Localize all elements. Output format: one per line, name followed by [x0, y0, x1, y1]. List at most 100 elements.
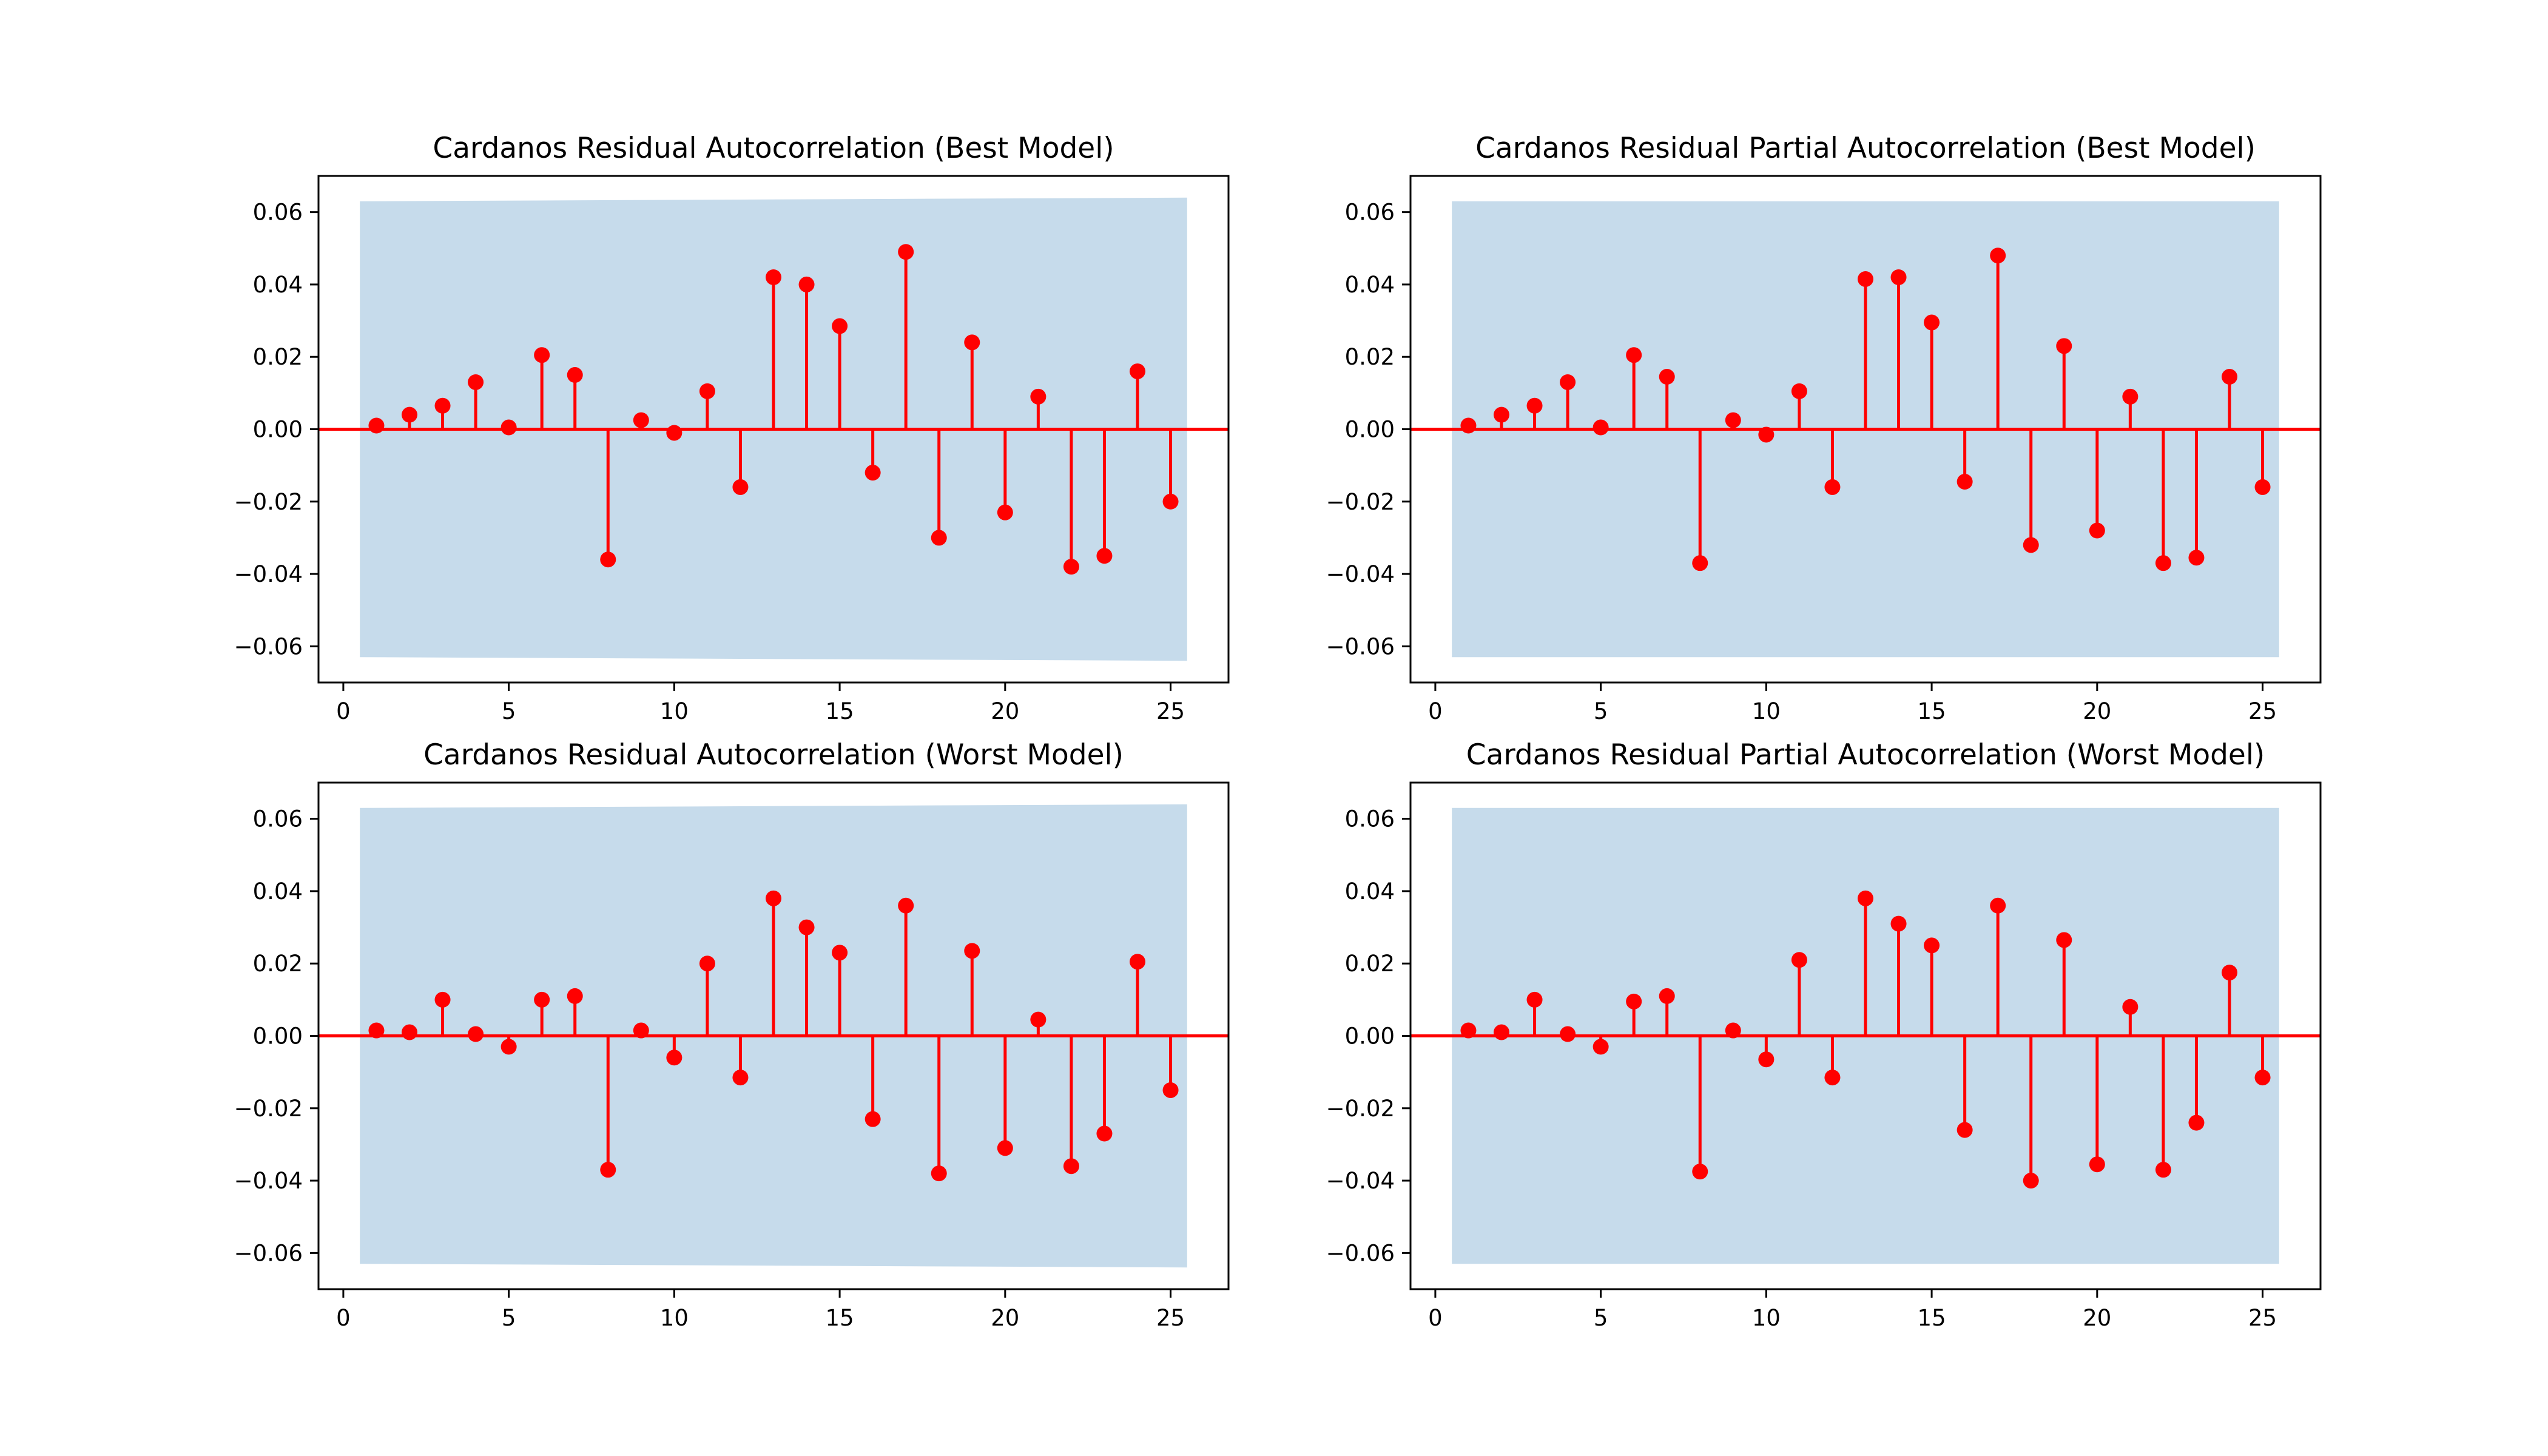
- x-tick-label: 15: [1918, 1305, 1946, 1331]
- marker-lag-5: [500, 1039, 517, 1055]
- y-tick-label: 0.06: [253, 806, 303, 832]
- marker-lag-17: [898, 244, 914, 260]
- chart-panel-4: 0 5 10 15 20 25 0.06 0.04 0.02 0.00 −0.02 −0.04 −0.0…: [1326, 738, 2322, 1331]
- marker-lag-12: [732, 479, 749, 495]
- y-tick-label: −0.02: [234, 1096, 303, 1122]
- y-tick-label: 0.02: [1345, 344, 1395, 370]
- chart-title: Cardanos Residual Autocorrelation (Worst…: [423, 738, 1124, 772]
- chart-title: Cardanos Residual Autocorrelation (Best …: [433, 132, 1114, 165]
- x-tick-label: 20: [2083, 698, 2111, 724]
- x-tick-label: 10: [1752, 698, 1781, 724]
- marker-lag-4: [468, 374, 484, 390]
- x-tick-label: 25: [1156, 698, 1185, 724]
- y-tick-label: 0.06: [1345, 806, 1395, 832]
- marker-lag-6: [1626, 993, 1642, 1009]
- marker-lag-23: [1096, 1125, 1113, 1142]
- marker-lag-20: [2089, 1156, 2105, 1173]
- chart-title: Cardanos Residual Partial Autocorrelatio…: [1475, 132, 2256, 165]
- marker-lag-2: [1494, 1024, 1509, 1040]
- marker-lag-19: [964, 943, 980, 959]
- y-tick-label: 0.04: [1345, 878, 1395, 905]
- marker-lag-6: [1626, 347, 1642, 363]
- marker-lag-1: [1460, 417, 1477, 434]
- marker-lag-13: [766, 269, 781, 285]
- marker-lag-14: [798, 919, 815, 935]
- x-tick-label: 10: [660, 1305, 689, 1331]
- x-tick-label: 20: [991, 698, 1019, 724]
- y-tick-label: 0.02: [1345, 951, 1395, 977]
- x-tick-label: 25: [2248, 1305, 2277, 1331]
- chart-panel-1: 0 5 10 15 20 25 0.06 0.04 0.02 0.00 −0.02 −0.04 −0.0…: [234, 132, 1230, 724]
- marker-lag-16: [864, 1111, 881, 1127]
- marker-lag-1: [368, 417, 385, 434]
- x-tick-label: 5: [1594, 1305, 1608, 1331]
- y-tick-label: −0.02: [234, 489, 303, 515]
- marker-lag-11: [699, 383, 715, 399]
- marker-lag-24: [2222, 965, 2237, 981]
- marker-lag-14: [798, 276, 815, 292]
- x-tick-label: 20: [2083, 1305, 2111, 1331]
- marker-lag-10: [666, 1050, 682, 1066]
- marker-lag-4: [468, 1026, 484, 1042]
- marker-lag-1: [368, 1022, 385, 1039]
- marker-lag-3: [434, 397, 451, 414]
- marker-lag-2: [402, 1024, 417, 1040]
- marker-lag-8: [600, 1162, 616, 1178]
- marker-lag-6: [534, 347, 550, 363]
- y-tick-label: −0.06: [234, 1240, 303, 1266]
- marker-lag-18: [931, 1165, 947, 1182]
- y-tick-label: −0.04: [1326, 1168, 1395, 1194]
- x-tick-label: 0: [1428, 1305, 1443, 1331]
- marker-lag-4: [1560, 374, 1576, 390]
- y-tick-label: −0.04: [234, 1168, 303, 1194]
- marker-lag-23: [2188, 550, 2205, 566]
- y-tick-label: −0.02: [1326, 489, 1395, 515]
- marker-lag-24: [2222, 369, 2237, 385]
- marker-lag-14: [1890, 269, 1907, 285]
- marker-lag-12: [1824, 479, 1841, 495]
- y-tick-label: −0.06: [1326, 1240, 1395, 1266]
- marker-lag-8: [600, 551, 616, 568]
- x-tick-label: 15: [826, 698, 854, 724]
- chart-panel-3: 0 5 10 15 20 25 0.06 0.04 0.02 0.00 −0.02 −0.04 −0.0…: [234, 738, 1230, 1331]
- marker-lag-1: [1460, 1022, 1477, 1039]
- marker-lag-11: [699, 956, 715, 972]
- marker-lag-21: [1030, 388, 1046, 405]
- marker-lag-9: [1725, 1022, 1741, 1039]
- x-tick-label: 5: [502, 698, 516, 724]
- marker-lag-2: [402, 406, 417, 423]
- y-tick-label: 0.02: [253, 951, 303, 977]
- x-tick-label: 0: [336, 698, 351, 724]
- marker-lag-13: [1858, 890, 1873, 906]
- marker-lag-15: [832, 318, 848, 334]
- marker-lag-18: [2023, 537, 2039, 553]
- y-tick-label: 0.00: [1345, 417, 1395, 443]
- y-tick-label: −0.02: [1326, 1096, 1395, 1122]
- y-tick-label: 0.02: [253, 344, 303, 370]
- x-tick-label: 5: [502, 1305, 516, 1331]
- y-tick-label: 0.00: [253, 417, 303, 443]
- marker-lag-16: [1956, 1122, 1973, 1138]
- marker-lag-25: [2254, 1070, 2271, 1086]
- marker-lag-5: [500, 419, 517, 436]
- y-tick-label: −0.04: [1326, 561, 1395, 587]
- marker-lag-7: [1659, 988, 1675, 1004]
- marker-lag-7: [567, 988, 583, 1004]
- marker-lag-7: [567, 367, 583, 383]
- marker-lag-5: [1592, 1039, 1609, 1055]
- marker-lag-18: [931, 530, 947, 546]
- marker-lag-15: [1924, 314, 1940, 331]
- chart-panel-2: 0 5 10 15 20 25 0.06 0.04 0.02 0.00 −0.02 −0.04 −0.0…: [1326, 132, 2322, 724]
- marker-lag-24: [1130, 954, 1145, 970]
- marker-lag-7: [1659, 369, 1675, 385]
- x-tick-label: 10: [1752, 1305, 1781, 1331]
- marker-lag-11: [1791, 383, 1807, 399]
- marker-lag-16: [864, 465, 881, 481]
- marker-lag-17: [1990, 897, 2006, 914]
- x-tick-label: 15: [1918, 698, 1946, 724]
- marker-lag-17: [1990, 248, 2006, 264]
- marker-lag-9: [1725, 412, 1741, 428]
- marker-lag-21: [2122, 388, 2138, 405]
- marker-lag-11: [1791, 952, 1807, 968]
- x-tick-label: 25: [2248, 698, 2277, 724]
